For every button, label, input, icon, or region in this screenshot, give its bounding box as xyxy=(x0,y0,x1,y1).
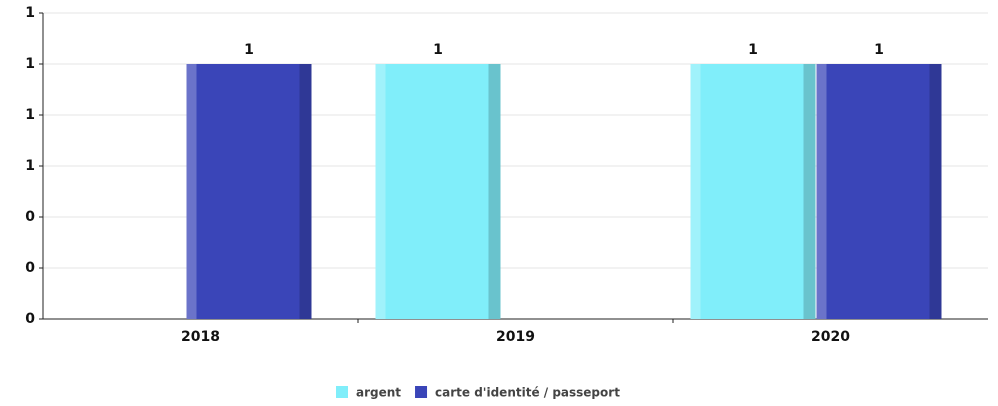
bar xyxy=(816,64,942,319)
value-label: 1 xyxy=(748,42,758,58)
bar-light xyxy=(816,64,827,319)
bar xyxy=(690,64,816,319)
bar-light xyxy=(375,64,386,319)
legend-label: argent xyxy=(356,386,401,400)
legend-label: carte d'identité / passeport xyxy=(435,386,620,400)
value-label: 1 xyxy=(244,42,254,58)
bar-light xyxy=(186,64,197,319)
y-tick-label: 0 xyxy=(25,209,35,225)
bar-shade xyxy=(299,64,312,319)
bar xyxy=(186,64,312,319)
x-tick-label: 2020 xyxy=(811,329,850,345)
legend-swatch xyxy=(336,386,348,398)
y-tick-label: 1 xyxy=(25,5,35,21)
bar-shade xyxy=(488,64,501,319)
y-tick-label: 1 xyxy=(25,107,35,123)
bar-shade xyxy=(803,64,816,319)
value-label: 1 xyxy=(874,42,884,58)
legend-swatch xyxy=(415,386,428,398)
bar-light xyxy=(690,64,701,319)
y-tick-label: 1 xyxy=(25,158,35,174)
x-tick-label: 2019 xyxy=(496,329,535,345)
bar-shade xyxy=(929,64,942,319)
value-label: 1 xyxy=(433,42,443,58)
y-tick-label: 0 xyxy=(25,260,35,276)
x-tick-label: 2018 xyxy=(181,329,220,345)
y-tick-label: 1 xyxy=(25,56,35,72)
y-tick-label: 0 xyxy=(25,311,35,327)
bar xyxy=(375,64,501,319)
